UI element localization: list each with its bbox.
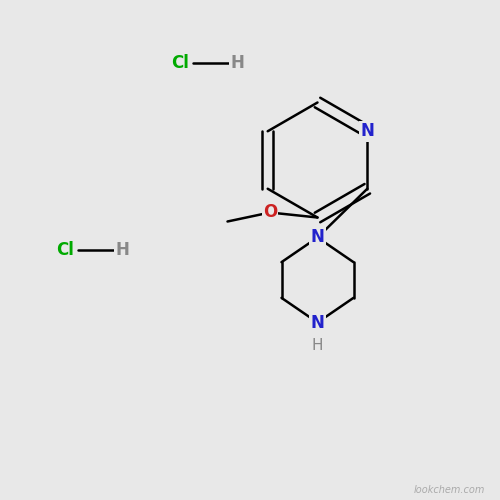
Text: O: O [263,204,277,222]
Text: N: N [310,314,324,332]
Text: H: H [230,54,244,72]
Text: H: H [312,338,323,352]
Text: N: N [310,228,324,246]
Text: N: N [360,122,374,140]
Text: Cl: Cl [171,54,189,72]
Text: lookchem.com: lookchem.com [414,485,485,495]
Text: Cl: Cl [56,241,74,259]
Text: H: H [116,241,130,259]
